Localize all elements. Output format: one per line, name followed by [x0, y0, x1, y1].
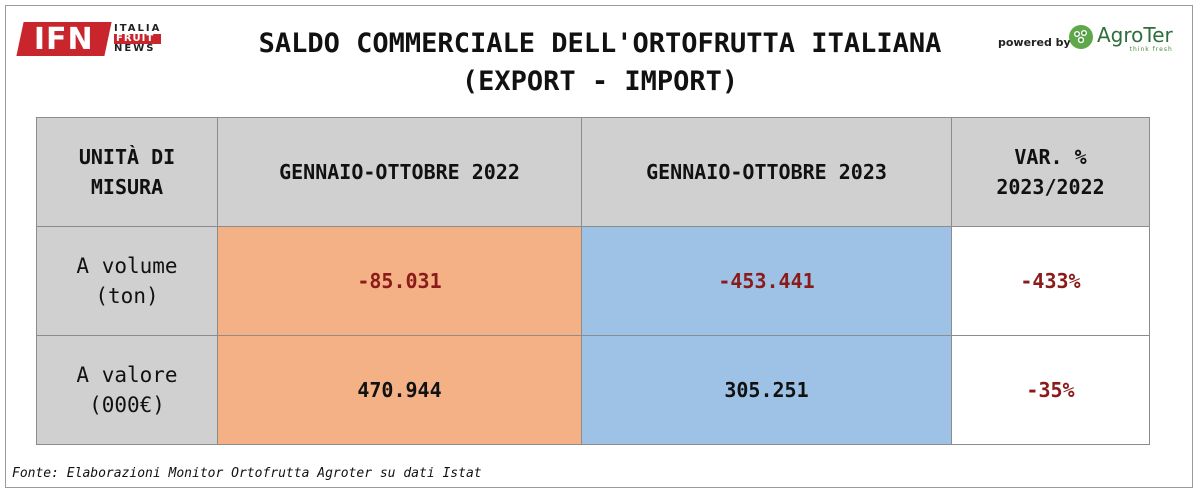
cell-volume-var: -433%	[951, 226, 1150, 336]
cell-value-2023: 305.251	[581, 335, 952, 445]
cell-value-2022: 470.944	[217, 335, 582, 445]
ifn-logo-line2: FRUIT	[114, 34, 162, 44]
ifn-logo-line3: NEWS	[114, 43, 156, 54]
powered-by-label: powered by	[998, 36, 1071, 49]
source-note: Fonte: Elaborazioni Monitor Ortofrutta A…	[12, 466, 482, 481]
agroter-leaf-icon	[1069, 25, 1093, 49]
header-2023: GENNAIO-OTTOBRE 2023	[581, 117, 952, 227]
cell-value-var: -35%	[951, 335, 1150, 445]
header-2022: GENNAIO-OTTOBRE 2022	[217, 117, 582, 227]
header-unit-line1: UNITÀ DI	[78, 145, 176, 169]
header-var: VAR. % 2023/2022	[951, 117, 1150, 227]
ifn-logo: IFN ITALIA FRUIT NEWS	[16, 22, 162, 57]
ifn-logo-text: IFN	[34, 21, 94, 57]
ifn-logo-line1: ITALIA	[114, 23, 162, 34]
row-label-value-line2: (000€)	[89, 393, 165, 417]
header-var-line2: 2023/2022	[996, 175, 1105, 199]
row-label-volume-line1: A volume	[76, 254, 178, 278]
ifn-logo-mark: IFN	[16, 21, 112, 57]
agroter-name: AgroTer	[1097, 23, 1173, 47]
chart-title-line1: SALDO COMMERCIALE DELL'ORTOFRUTTA ITALIA…	[258, 28, 942, 59]
row-label-volume-line2: (ton)	[95, 284, 159, 308]
row-label-volume: A volume (ton)	[36, 226, 218, 336]
cell-volume-2022: -85.031	[217, 226, 582, 336]
agroter-tagline: think fresh	[1129, 46, 1173, 53]
row-label-value: A valore (000€)	[36, 335, 218, 445]
table-row-volume: A volume (ton) -85.031 -453.441 -433%	[36, 226, 1150, 336]
row-label-value-line1: A valore	[76, 363, 178, 387]
agroter-logo: AgroTer think fresh	[1068, 24, 1173, 53]
chart-frame	[5, 5, 1193, 488]
cell-volume-2023: -453.441	[581, 226, 952, 336]
data-table: UNITÀ DI MISURA GENNAIO-OTTOBRE 2022 GEN…	[36, 117, 1150, 445]
table-header-row: UNITÀ DI MISURA GENNAIO-OTTOBRE 2022 GEN…	[36, 117, 1150, 227]
table-row-value: A valore (000€) 470.944 305.251 -35%	[36, 335, 1150, 445]
header-unit: UNITÀ DI MISURA	[36, 117, 218, 227]
header-var-line1: VAR. %	[1014, 145, 1087, 169]
header-unit-line2: MISURA	[90, 175, 164, 199]
chart-title-line2: (EXPORT - IMPORT)	[461, 66, 739, 97]
